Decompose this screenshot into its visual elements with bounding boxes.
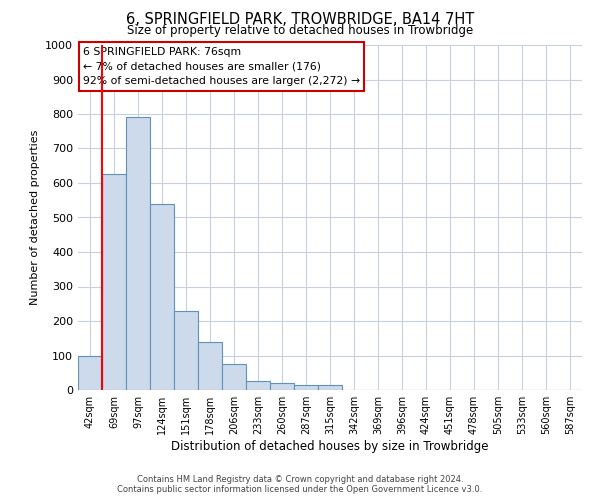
Bar: [150, 204, 174, 390]
Bar: [174, 310, 198, 390]
Bar: [126, 118, 150, 390]
Bar: [294, 385, 318, 390]
Text: Contains HM Land Registry data © Crown copyright and database right 2024.
Contai: Contains HM Land Registry data © Crown c…: [118, 474, 482, 494]
Bar: [222, 364, 246, 390]
Bar: [318, 385, 342, 390]
Y-axis label: Number of detached properties: Number of detached properties: [29, 130, 40, 305]
Text: 6, SPRINGFIELD PARK, TROWBRIDGE, BA14 7HT: 6, SPRINGFIELD PARK, TROWBRIDGE, BA14 7H…: [126, 12, 474, 28]
Text: 6 SPRINGFIELD PARK: 76sqm
← 7% of detached houses are smaller (176)
92% of semi-: 6 SPRINGFIELD PARK: 76sqm ← 7% of detach…: [83, 46, 360, 86]
Bar: [270, 383, 294, 390]
Bar: [246, 382, 270, 390]
X-axis label: Distribution of detached houses by size in Trowbridge: Distribution of detached houses by size …: [171, 440, 489, 453]
Bar: [102, 174, 126, 390]
Bar: [198, 342, 222, 390]
Text: Size of property relative to detached houses in Trowbridge: Size of property relative to detached ho…: [127, 24, 473, 37]
Bar: [78, 356, 102, 390]
